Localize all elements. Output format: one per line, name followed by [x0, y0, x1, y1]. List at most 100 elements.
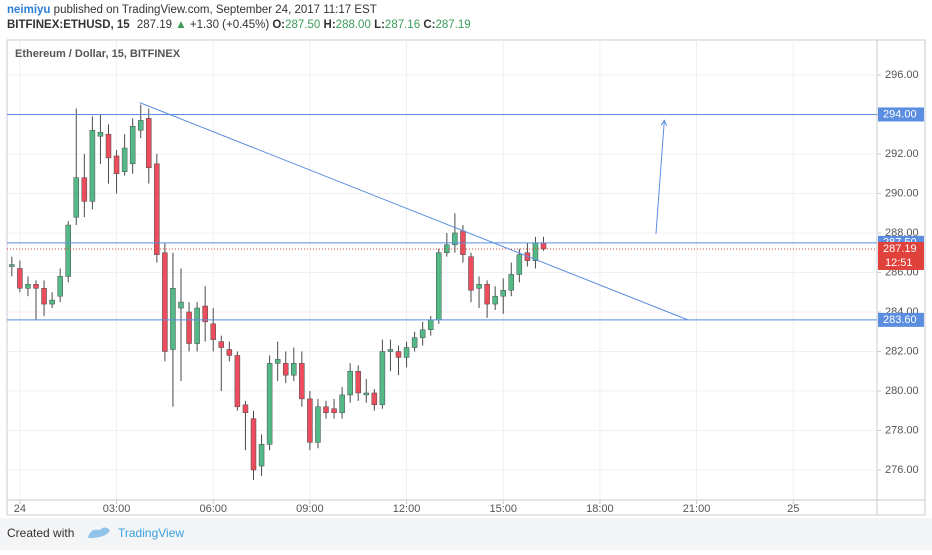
candle-body [113, 155, 120, 174]
candle-body [476, 284, 482, 289]
candle-body [403, 347, 410, 358]
trend-line [139, 102, 689, 321]
x-tick-label: 09:00 [296, 503, 324, 515]
high: 288.00 [336, 19, 371, 31]
x-tick-label: 06:00 [199, 503, 227, 515]
footer-brand[interactable]: TradingView [118, 526, 184, 540]
chart-title: Ethereum / Dollar, 15, BITFINEX [15, 48, 181, 60]
x-tick-label: 03:00 [103, 503, 131, 515]
countdown: 12:51 [885, 257, 913, 269]
candle-body [250, 418, 257, 471]
low-label: L: [374, 19, 385, 31]
change: +1.30 (+0.45%) [190, 19, 269, 31]
last: 287.19 [137, 19, 172, 31]
candle-body [9, 264, 15, 267]
candle-body [154, 163, 160, 255]
published: published on TradingView.com, September … [54, 4, 377, 16]
level-label: 294.00 [883, 108, 917, 120]
candle-body [258, 444, 265, 467]
candle-body [315, 406, 321, 443]
candle-body [89, 130, 96, 202]
candle-body [97, 131, 104, 137]
close: 287.19 [435, 19, 470, 31]
candle-body [355, 370, 361, 394]
arrow [655, 120, 665, 234]
candle-body [137, 120, 144, 131]
candle-body [291, 363, 297, 376]
candle-body [371, 392, 378, 406]
candle-body [419, 329, 426, 338]
candle-body [226, 349, 233, 356]
candle-body [540, 242, 547, 250]
candle-body [218, 341, 225, 348]
candle-body [17, 268, 23, 289]
candle-body [299, 363, 305, 400]
up-arrow: ▲ [175, 19, 186, 31]
chart-frame [6, 39, 926, 516]
candle-body [41, 288, 47, 305]
candle-body [516, 254, 523, 275]
candle-body [25, 284, 31, 289]
candle-body [129, 126, 136, 165]
quote-line: BITFINEX:ETHUSD, 15 287.19 ▲ +1.30 (+0.4… [7, 19, 471, 31]
candle-body [57, 276, 63, 297]
candle-body [436, 252, 442, 321]
candle-body [234, 355, 241, 408]
candle-body [492, 295, 498, 305]
candle-body [532, 242, 539, 261]
candle-body [323, 406, 329, 413]
marks [9, 104, 547, 480]
high-label: H: [324, 19, 336, 31]
candle-body [395, 351, 402, 358]
candle-body [379, 351, 386, 406]
candle-body [202, 305, 208, 323]
candle-body [444, 244, 450, 253]
last-price-tag [878, 241, 924, 270]
candle-body [282, 363, 289, 376]
close-label: C: [423, 19, 435, 31]
candle-body [121, 147, 128, 172]
x-tick-label: 12:00 [393, 503, 421, 515]
header-line: neimiyu published on TradingView.com, Se… [7, 4, 377, 16]
candle-body [162, 252, 168, 352]
candle-body [387, 349, 394, 352]
symbol: BITFINEX:ETHUSD, 15 [7, 19, 130, 31]
candle-body [347, 370, 353, 396]
candle-body [500, 289, 506, 297]
candle-body [105, 133, 112, 159]
y-tick-label: 290.00 [885, 187, 919, 199]
candle-body [178, 301, 184, 309]
arrow-head [660, 119, 668, 127]
candle-body [146, 118, 152, 169]
y-tick-label: 296.00 [885, 69, 919, 81]
candle-body [411, 337, 418, 348]
y-tick-label: 292.00 [885, 148, 919, 160]
candle-body [452, 232, 458, 246]
candle-body [339, 394, 345, 413]
candle-body [81, 177, 88, 202]
candle-body [274, 359, 281, 364]
low: 287.16 [385, 19, 420, 31]
x-tick-label: 24 [14, 503, 26, 515]
x-tick-label: 18:00 [586, 503, 614, 515]
level-tag [878, 107, 924, 122]
candle-body [331, 408, 337, 413]
candle-body [484, 284, 490, 305]
candle-body [266, 363, 273, 445]
candle-body [194, 307, 200, 344]
candle-body [73, 177, 80, 218]
author[interactable]: neimiyu [7, 4, 50, 16]
x-tick-label: 21:00 [683, 503, 711, 515]
candle-body [170, 288, 176, 350]
y-tick-label: 276.00 [885, 464, 919, 476]
candle-body [65, 224, 71, 277]
candle-body [242, 404, 249, 413]
footer-bar [0, 518, 932, 550]
level-label: 283.60 [883, 314, 917, 326]
level-tag [878, 312, 924, 327]
y-tick-label: 278.00 [885, 424, 919, 436]
open: 287.50 [285, 19, 320, 31]
candle-body [210, 323, 216, 340]
candle-body [186, 311, 192, 344]
